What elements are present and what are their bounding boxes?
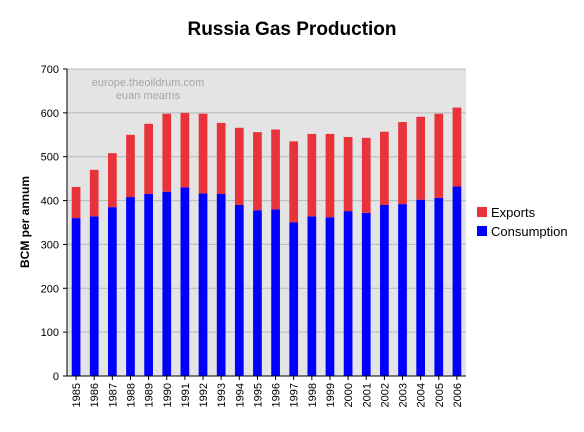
bar-consumption-1988 bbox=[126, 197, 135, 376]
bar-consumption-2001 bbox=[361, 212, 371, 376]
y-tick-label: 0 bbox=[53, 371, 59, 383]
legend-swatch-exports bbox=[477, 207, 487, 217]
bar-exports-1991 bbox=[180, 112, 190, 188]
bar-exports-1989 bbox=[144, 123, 153, 194]
bar-exports-1986 bbox=[89, 169, 99, 217]
bar-consumption-1993 bbox=[216, 193, 226, 376]
bar-exports-2004 bbox=[416, 116, 426, 200]
bar-consumption-1992 bbox=[198, 193, 208, 376]
y-tick-label: 500 bbox=[41, 152, 59, 164]
x-tick-label: 1998 bbox=[307, 383, 319, 407]
x-tick-label: 1997 bbox=[289, 383, 301, 407]
bar-exports-1994 bbox=[234, 127, 244, 205]
y-tick-label: 600 bbox=[41, 108, 59, 120]
x-tick-label: 2001 bbox=[361, 383, 373, 407]
x-tick-label: 2004 bbox=[416, 383, 428, 407]
bar-consumption-1996 bbox=[271, 209, 280, 376]
bar-exports-2000 bbox=[343, 136, 353, 212]
bar-consumption-1991 bbox=[180, 187, 190, 376]
x-tick-label: 1995 bbox=[252, 383, 264, 407]
legend-swatch-consumption bbox=[477, 226, 487, 236]
y-tick-label: 100 bbox=[41, 327, 59, 339]
legend: Exports Consumption bbox=[477, 205, 568, 239]
y-tick-label: 300 bbox=[41, 239, 59, 251]
bar-exports-1993 bbox=[216, 122, 226, 194]
bar-exports-1988 bbox=[126, 134, 135, 198]
bar-exports-1999 bbox=[325, 133, 335, 218]
x-tick-label: 1988 bbox=[125, 383, 137, 407]
y-tick-label: 200 bbox=[41, 283, 59, 295]
x-tick-label: 1986 bbox=[89, 383, 101, 407]
bar-consumption-1998 bbox=[307, 216, 317, 376]
x-tick-label: 2005 bbox=[434, 383, 446, 407]
bar-consumption-1986 bbox=[89, 216, 99, 376]
bar-consumption-1989 bbox=[144, 193, 153, 376]
legend-label-consumption: Consumption bbox=[491, 224, 568, 239]
bar-consumption-1985 bbox=[71, 218, 81, 376]
x-tick-label: 1992 bbox=[198, 383, 210, 407]
bar-consumption-2000 bbox=[343, 211, 353, 376]
x-tick-label: 1996 bbox=[271, 383, 283, 407]
legend-label-exports: Exports bbox=[491, 205, 536, 220]
x-tick-label: 2006 bbox=[452, 383, 464, 407]
bar-exports-1995 bbox=[253, 132, 262, 211]
bar-consumption-1997 bbox=[289, 222, 299, 376]
bar-exports-2006 bbox=[452, 107, 462, 187]
bar-consumption-1987 bbox=[107, 207, 117, 376]
x-tick-label: 1985 bbox=[71, 383, 83, 407]
bar-exports-1996 bbox=[271, 129, 280, 210]
bar-consumption-1990 bbox=[162, 191, 172, 376]
bar-exports-2005 bbox=[434, 113, 444, 198]
bar-exports-2002 bbox=[380, 131, 389, 205]
bar-exports-1987 bbox=[107, 153, 117, 208]
bar-consumption-2005 bbox=[434, 197, 444, 376]
bar-exports-1985 bbox=[71, 186, 81, 219]
bar-consumption-2006 bbox=[452, 186, 462, 376]
chart-title: Russia Gas Production bbox=[187, 19, 396, 40]
bar-consumption-1999 bbox=[325, 217, 335, 376]
bar-consumption-2003 bbox=[398, 204, 407, 376]
x-tick-label: 1994 bbox=[234, 383, 246, 407]
bar-consumption-2002 bbox=[380, 204, 389, 376]
plot-area: 0 100 200 300 400 500 600 700 1985 1986 1987 1988 19… bbox=[41, 64, 466, 407]
x-tick-label: 1989 bbox=[144, 383, 156, 407]
y-tick-label: 700 bbox=[41, 64, 59, 76]
x-tick-label: 2003 bbox=[398, 383, 410, 407]
x-tick-label: 1990 bbox=[162, 383, 174, 407]
bar-exports-1992 bbox=[198, 113, 208, 194]
x-tick-label: 1993 bbox=[216, 383, 228, 407]
y-tick-label: 400 bbox=[41, 196, 59, 208]
x-tick-label: 2002 bbox=[379, 383, 391, 407]
y-axis-title: BCM per annum bbox=[18, 176, 32, 268]
x-tick-label: 1991 bbox=[180, 383, 192, 407]
bar-exports-2001 bbox=[361, 137, 371, 213]
bar-exports-1990 bbox=[162, 113, 172, 192]
bar-consumption-2004 bbox=[416, 199, 426, 376]
bar-consumption-1995 bbox=[253, 210, 262, 376]
x-tick-label: 1999 bbox=[325, 383, 337, 407]
watermark-line: europe.theoildrum.com bbox=[92, 77, 205, 89]
bar-exports-1998 bbox=[307, 133, 317, 217]
bar-consumption-1994 bbox=[234, 204, 244, 376]
watermark-line: euan mearns bbox=[116, 90, 181, 102]
x-tick-label: 1987 bbox=[107, 383, 119, 407]
bar-exports-1997 bbox=[289, 141, 299, 223]
bar-exports-2003 bbox=[398, 122, 407, 205]
x-tick-label: 2000 bbox=[343, 383, 355, 407]
